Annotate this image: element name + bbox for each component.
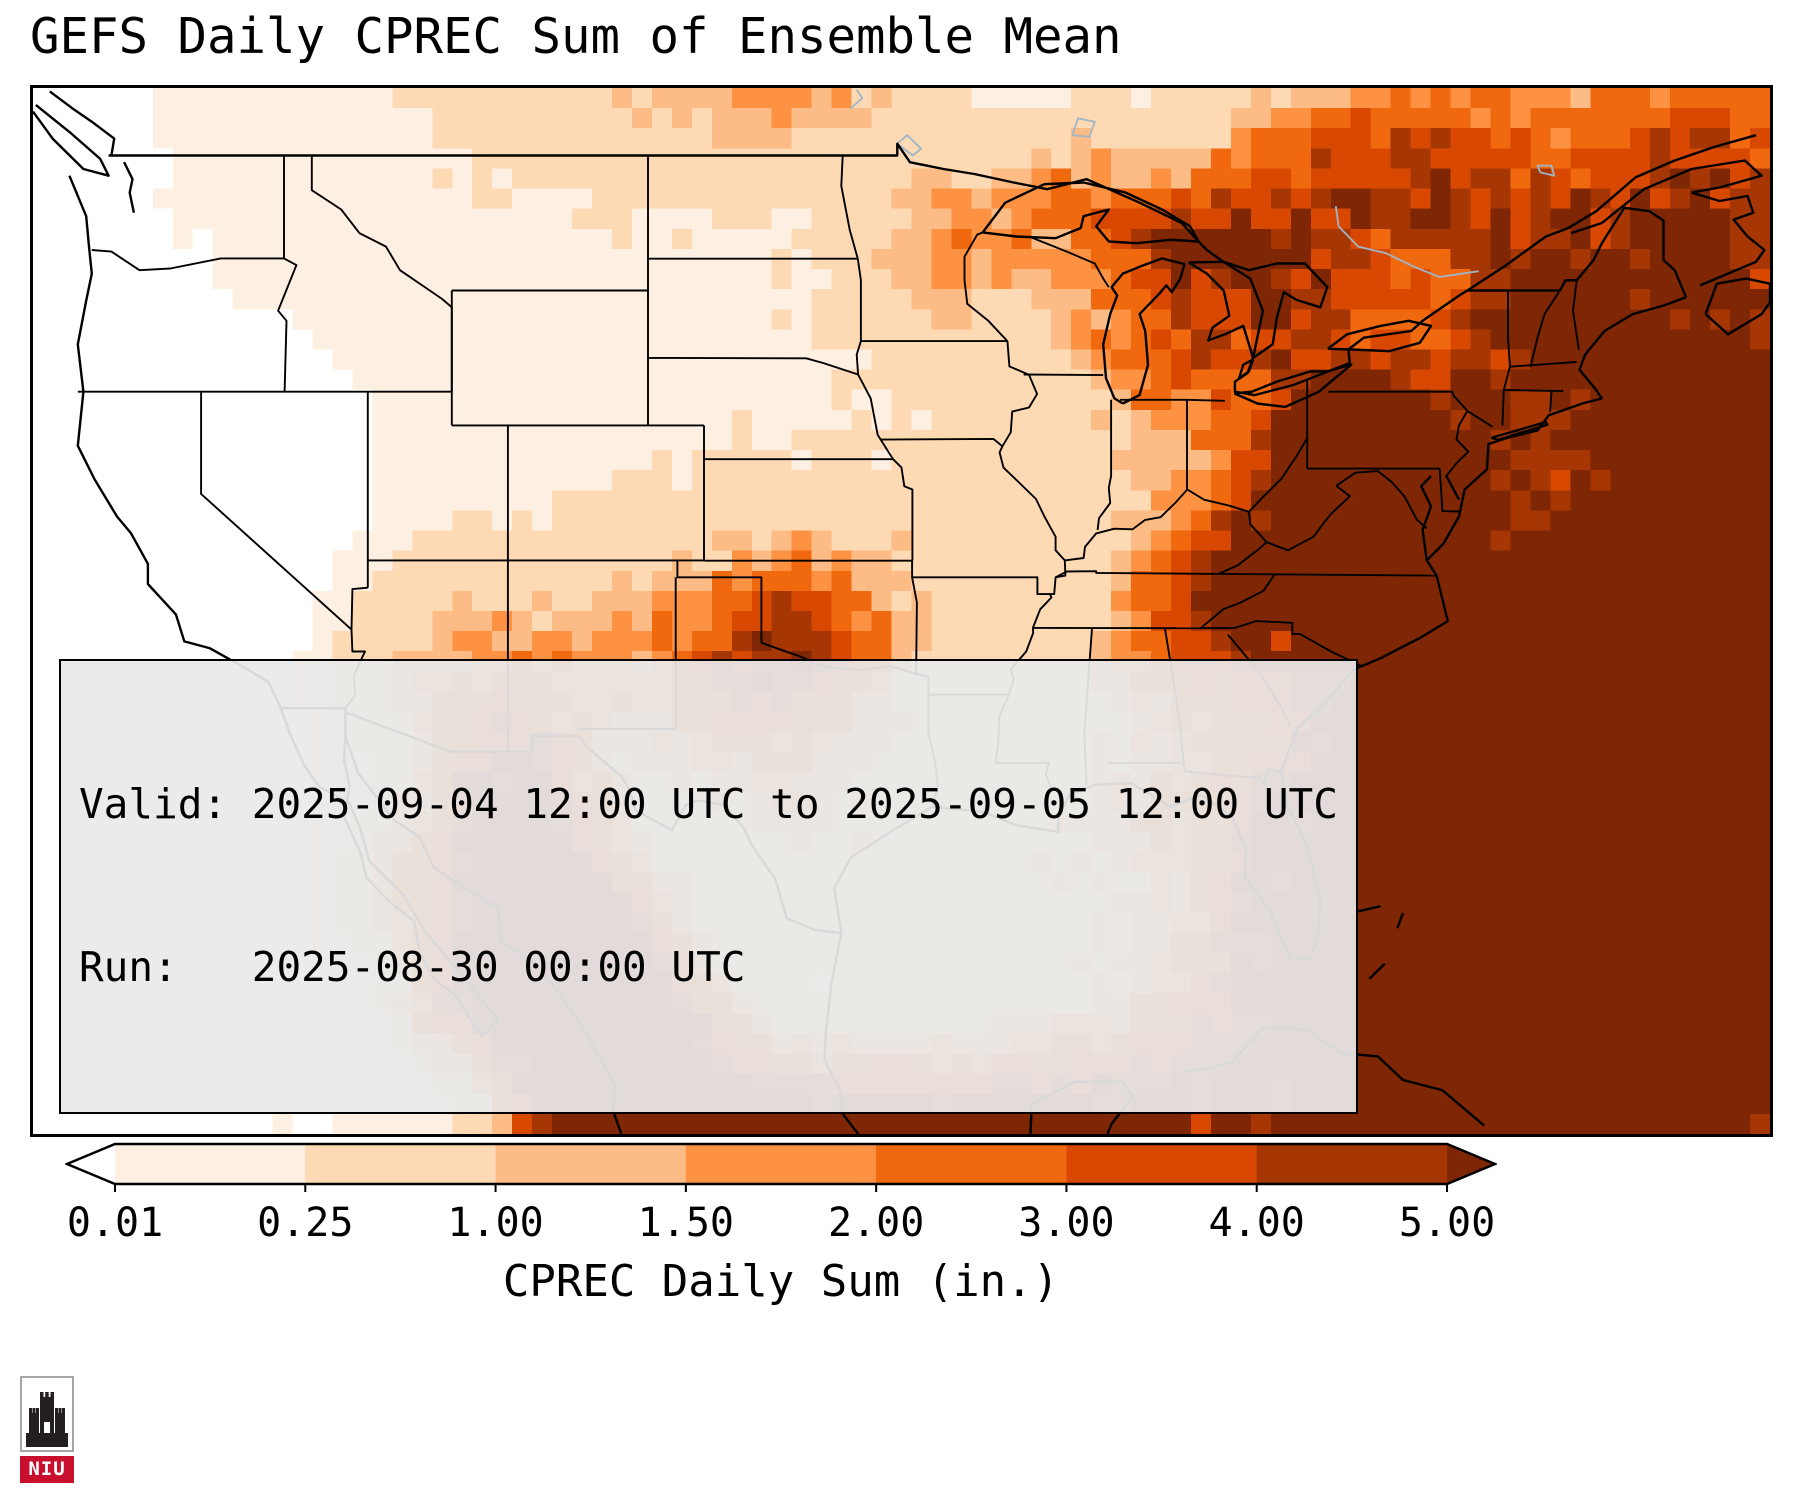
colorbar-segment [1256, 1144, 1448, 1184]
colorbar-tick-label: 0.01 [66, 1200, 164, 1246]
state-borders [77, 155, 1580, 806]
valid-time-text: Valid: 2025-09-04 12:00 UTC to 2025-09-0… [79, 780, 1338, 829]
map-panel: Valid: 2025-09-04 12:00 UTC to 2025-09-0… [30, 85, 1773, 1137]
colorbar-under-arrow [67, 1144, 115, 1184]
colorbar-axis-label: CPREC Daily Sum (in.) [502, 1256, 1060, 1307]
canada-water-features [850, 89, 1556, 278]
colorbar-tick-label: 5.00 [1398, 1200, 1496, 1246]
niu-castle-icon [20, 1376, 74, 1452]
colorbar-tick-label: 0.25 [257, 1200, 354, 1246]
colorbar-segment [876, 1144, 1068, 1184]
niu-logo-text: NIU [20, 1456, 74, 1483]
figure-title: GEFS Daily CPREC Sum of Ensemble Mean [30, 8, 1122, 65]
validity-annotation-box: Valid: 2025-09-04 12:00 UTC to 2025-09-0… [59, 659, 1358, 1114]
colorbar-tick-label: 3.00 [1018, 1200, 1115, 1246]
colorbar-segment [305, 1144, 497, 1184]
colorbar-segment [1066, 1144, 1258, 1184]
colorbar-segment [115, 1144, 306, 1184]
colorbar-tick-label: 4.00 [1208, 1200, 1305, 1246]
colorbar-tick-label: 2.00 [827, 1200, 925, 1246]
niu-logo: NIU [20, 1376, 74, 1483]
colorbar-over-arrow [1447, 1144, 1495, 1184]
colorbar-gradient [65, 1142, 1497, 1192]
colorbar-segment [685, 1144, 877, 1184]
colorbar-tick-label: 1.50 [637, 1200, 735, 1246]
colorbar: 0.01 0.25 1.00 1.50 2.00 3.00 4.00 5.00 CPREC D… [65, 1142, 1497, 1332]
colorbar-segment [495, 1144, 687, 1184]
colorbar-tick-label: 1.00 [447, 1200, 544, 1246]
run-time-text: Run: 2025-08-30 00:00 UTC [79, 942, 746, 991]
